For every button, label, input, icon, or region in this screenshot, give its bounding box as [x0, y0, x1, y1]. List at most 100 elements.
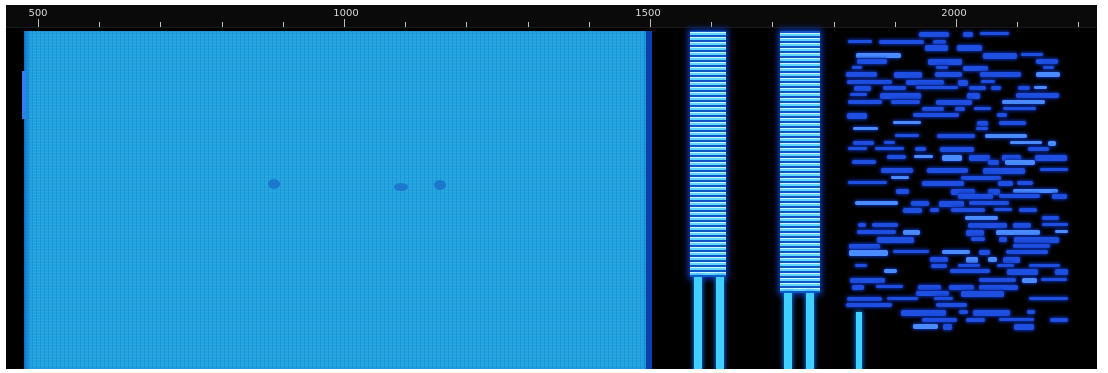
burst-signal-area: [846, 31, 1068, 331]
burst-segment: [878, 39, 925, 45]
burst-segment: [998, 236, 1008, 242]
wide-band-signal: [24, 31, 650, 369]
carrier-trace-1b: [716, 277, 724, 369]
burst-segment: [950, 208, 985, 213]
burst-segment: [913, 155, 934, 159]
burst-segment: [930, 257, 949, 262]
ruler-tick: [466, 22, 467, 27]
burst-segment: [957, 45, 982, 51]
burst-segment: [848, 39, 873, 44]
burst-segment: [1035, 155, 1067, 161]
ruler-tick: [344, 19, 345, 27]
burst-segment: [1014, 236, 1060, 243]
ruler-tick: [772, 22, 773, 27]
burst-segment: [998, 120, 1027, 125]
burst-segment: [941, 250, 970, 255]
burst-segment: [1041, 223, 1068, 227]
burst-segment: [883, 140, 895, 144]
burst-segment: [1049, 318, 1068, 323]
burst-segment: [1054, 230, 1068, 233]
burst-segment: [913, 112, 959, 118]
burst-segment: [948, 284, 974, 291]
wide-signal-right-edge: [646, 31, 652, 369]
burst-segment: [1043, 65, 1055, 69]
burst-segment: [979, 277, 1017, 283]
burst-segment: [1007, 269, 1038, 275]
burst-segment: [883, 269, 897, 274]
burst-segment: [1003, 257, 1021, 263]
burst-segment: [881, 168, 914, 174]
burst-segment: [886, 155, 907, 160]
burst-segment: [890, 175, 910, 180]
burst-segment: [916, 85, 958, 90]
frequency-label-1500: 1500: [635, 8, 661, 19]
burst-segment: [973, 106, 991, 111]
burst-segment: [872, 223, 899, 227]
burst-segment: [1047, 140, 1057, 146]
burst-segment: [857, 223, 866, 227]
frequency-ruler[interactable]: 500 1000 1500 2000: [6, 5, 1097, 28]
burst-segment: [982, 52, 1017, 59]
burst-segment: [1039, 168, 1068, 172]
burst-segment: [971, 236, 985, 241]
burst-segment: [903, 230, 920, 235]
burst-segment: [896, 189, 909, 194]
ruler-tick: [222, 22, 223, 27]
burst-segment: [906, 79, 945, 86]
burst-segment: [1042, 215, 1059, 220]
burst-segment: [856, 230, 896, 235]
burst-segment: [997, 112, 1008, 117]
burst-segment: [895, 134, 920, 138]
frequency-label-2000: 2000: [941, 8, 967, 19]
burst-segment: [916, 290, 949, 296]
burst-segment: [962, 32, 974, 37]
burst-segment: [901, 310, 946, 316]
burst-segment: [1034, 85, 1047, 89]
ruler-tick: [650, 19, 651, 27]
burst-segment: [929, 208, 940, 213]
burst-segment: [1020, 52, 1043, 57]
burst-segment: [1029, 263, 1060, 267]
burst-segment: [883, 85, 907, 90]
burst-segment: [914, 146, 927, 152]
burst-segment: [982, 168, 1026, 174]
burst-segment: [1004, 160, 1036, 165]
burst-segment: [968, 85, 987, 90]
burst-segment: [959, 310, 969, 314]
burst-segment: [846, 79, 892, 84]
burst-segment: [1013, 223, 1031, 229]
burst-segment: [891, 100, 921, 105]
burst-segment: [847, 296, 882, 301]
burst-segment: [966, 257, 978, 263]
burst-segment: [966, 230, 985, 236]
burst-segment: [856, 52, 902, 59]
burst-segment: [968, 155, 990, 161]
burst-segment: [936, 303, 967, 308]
burst-segment: [960, 175, 1001, 181]
waterfall-display-frame[interactable]: 500 1000 1500 2000: [6, 5, 1097, 369]
burst-segment: [924, 45, 949, 52]
burst-segment: [960, 290, 1005, 297]
burst-segment: [854, 263, 867, 267]
burst-segment: [935, 65, 948, 69]
burst-segment: [988, 189, 1001, 196]
burst-segment: [1012, 243, 1051, 248]
ruler-tick: [528, 22, 529, 27]
burst-segment: [876, 284, 903, 288]
burst-segment: [1009, 140, 1042, 145]
burst-segment: [968, 201, 1009, 205]
burst-segment: [1014, 324, 1035, 330]
burst-segment: [847, 112, 867, 119]
burst-segment: [976, 126, 988, 130]
burst-segment: [847, 100, 883, 105]
burst-segment: [999, 194, 1040, 199]
narrow-signal-1: [690, 31, 726, 277]
burst-segment: [932, 39, 947, 44]
ruler-tick: [956, 19, 957, 27]
burst-segment: [942, 324, 952, 330]
burst-segment: [996, 263, 1014, 267]
narrow-signal-2: [780, 31, 820, 293]
burst-segment: [1015, 92, 1059, 98]
burst-segment: [976, 120, 989, 127]
spectrum-waterfall[interactable]: [6, 27, 1097, 369]
